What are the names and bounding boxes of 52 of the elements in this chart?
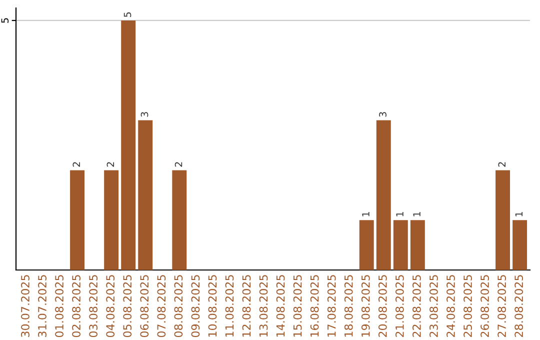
data-label: 2: [106, 162, 114, 167]
data-label: 2: [174, 162, 182, 167]
x-tick-label: 18.08.2025: [344, 275, 353, 337]
x-tick-label: 05.08.2025: [123, 275, 132, 338]
bar: [121, 20, 136, 270]
bar: [496, 170, 510, 270]
bar: [393, 220, 408, 270]
bar: [376, 120, 391, 270]
x-tick-label: 12.08.2025: [242, 275, 251, 337]
x-tick-label: 28.08.2025: [514, 275, 524, 337]
x-tick-label: 19.08.2025: [361, 275, 370, 337]
x-tick-label: 26.08.2025: [480, 275, 489, 337]
x-tick-label: 07.08.2025: [157, 275, 166, 338]
x-tick-label: 22.08.2025: [412, 275, 421, 337]
bar: [172, 170, 187, 270]
bar: [104, 170, 119, 270]
data-label: 1: [413, 212, 420, 216]
x-tick-label: 21.08.2025: [395, 275, 404, 337]
x-tick-label: 25.08.2025: [464, 275, 472, 337]
bar: [138, 120, 153, 270]
data-label: 2: [72, 162, 80, 167]
x-tick-label: 09.08.2025: [191, 275, 200, 338]
x-tick-label: 27.08.2025: [498, 275, 506, 337]
bar: [512, 220, 528, 270]
data-label: 3: [379, 112, 386, 117]
x-tick-label: 01.08.2025: [55, 275, 64, 338]
x-tick-label: 20.08.2025: [378, 275, 387, 337]
x-tick-label: 15.08.2025: [293, 275, 302, 337]
x-tick-label: 11.08.2025: [225, 275, 234, 337]
x-tick-label: 24.08.2025: [446, 275, 455, 337]
data-label: 1: [362, 212, 370, 216]
bar: [410, 220, 425, 270]
x-tick-label: 04.08.2025: [106, 275, 115, 338]
x-tick-label: 06.08.2025: [140, 275, 149, 338]
data-label: 3: [140, 112, 148, 117]
x-tick-label: 10.08.2025: [208, 275, 217, 337]
x-tick-label: 30.07.2025: [21, 275, 30, 337]
bar: [70, 170, 85, 270]
x-tick-label: 08.08.2025: [174, 275, 183, 338]
x-tick-label: 23.08.2025: [430, 275, 438, 337]
data-label: 5: [124, 12, 132, 17]
data-label: 1: [396, 212, 404, 216]
x-tick-label: 14.08.2025: [276, 275, 285, 337]
x-tick-label: 13.08.2025: [259, 275, 268, 337]
x-tick-label: 03.08.2025: [89, 275, 98, 338]
data-label: 1: [515, 212, 522, 216]
data-label: 2: [498, 162, 506, 167]
x-tick-label: 02.08.2025: [72, 275, 80, 338]
x-tick-label: 17.08.2025: [327, 275, 336, 337]
x-tick-label: 16.08.2025: [310, 275, 319, 337]
x-tick-label: 31.07.2025: [38, 275, 46, 337]
bar: [359, 220, 374, 270]
